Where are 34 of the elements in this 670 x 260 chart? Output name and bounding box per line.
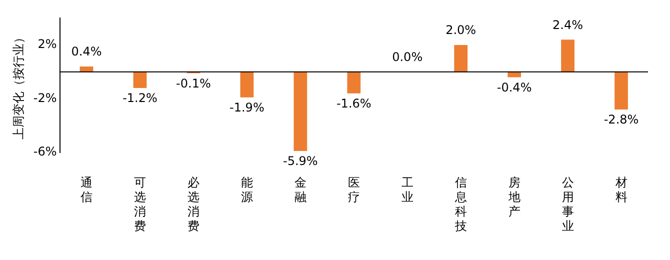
bar: [614, 72, 628, 110]
x-tick-label: 材料: [614, 176, 628, 204]
x-tick-label: 金融: [294, 176, 306, 204]
x-tick-label: 必选消费: [187, 176, 200, 233]
data-label: -1.9%: [230, 100, 264, 115]
data-label: 2.0%: [446, 23, 476, 38]
x-tick-label: 医疗: [348, 176, 360, 204]
bar: [80, 66, 94, 72]
data-label: -1.6%: [336, 96, 372, 110]
data-label: -1.2%: [122, 91, 158, 106]
bar: [347, 72, 361, 94]
data-label: -5.9%: [282, 154, 318, 168]
bar: [133, 72, 147, 88]
x-tick-label: 房地产: [507, 176, 520, 219]
x-tick-label: 公用事业: [562, 176, 574, 233]
y-tick-label: 2%: [38, 37, 57, 52]
x-tick-label: 工业: [401, 176, 414, 204]
data-label: 2.4%: [552, 18, 584, 32]
bar: [561, 40, 574, 72]
y-tick-label: -6%: [33, 144, 57, 159]
data-label: 0.4%: [71, 44, 102, 59]
y-axis-title: 上周变化（按行业）: [11, 31, 26, 140]
bar: [240, 72, 254, 98]
x-tick-label: 通信: [80, 176, 93, 204]
data-label: 0.0%: [392, 50, 423, 64]
x-tick-label: 能源: [240, 176, 253, 204]
data-label: -0.4%: [496, 80, 532, 94]
x-tick-label: 可选消费: [134, 176, 146, 233]
data-label: -2.8%: [604, 112, 639, 127]
bar: [294, 72, 308, 152]
x-tick-label: 信息科技: [454, 176, 467, 233]
y-tick-label: -2%: [33, 90, 57, 105]
data-label: -0.1%: [176, 76, 211, 90]
bar: [454, 45, 468, 72]
